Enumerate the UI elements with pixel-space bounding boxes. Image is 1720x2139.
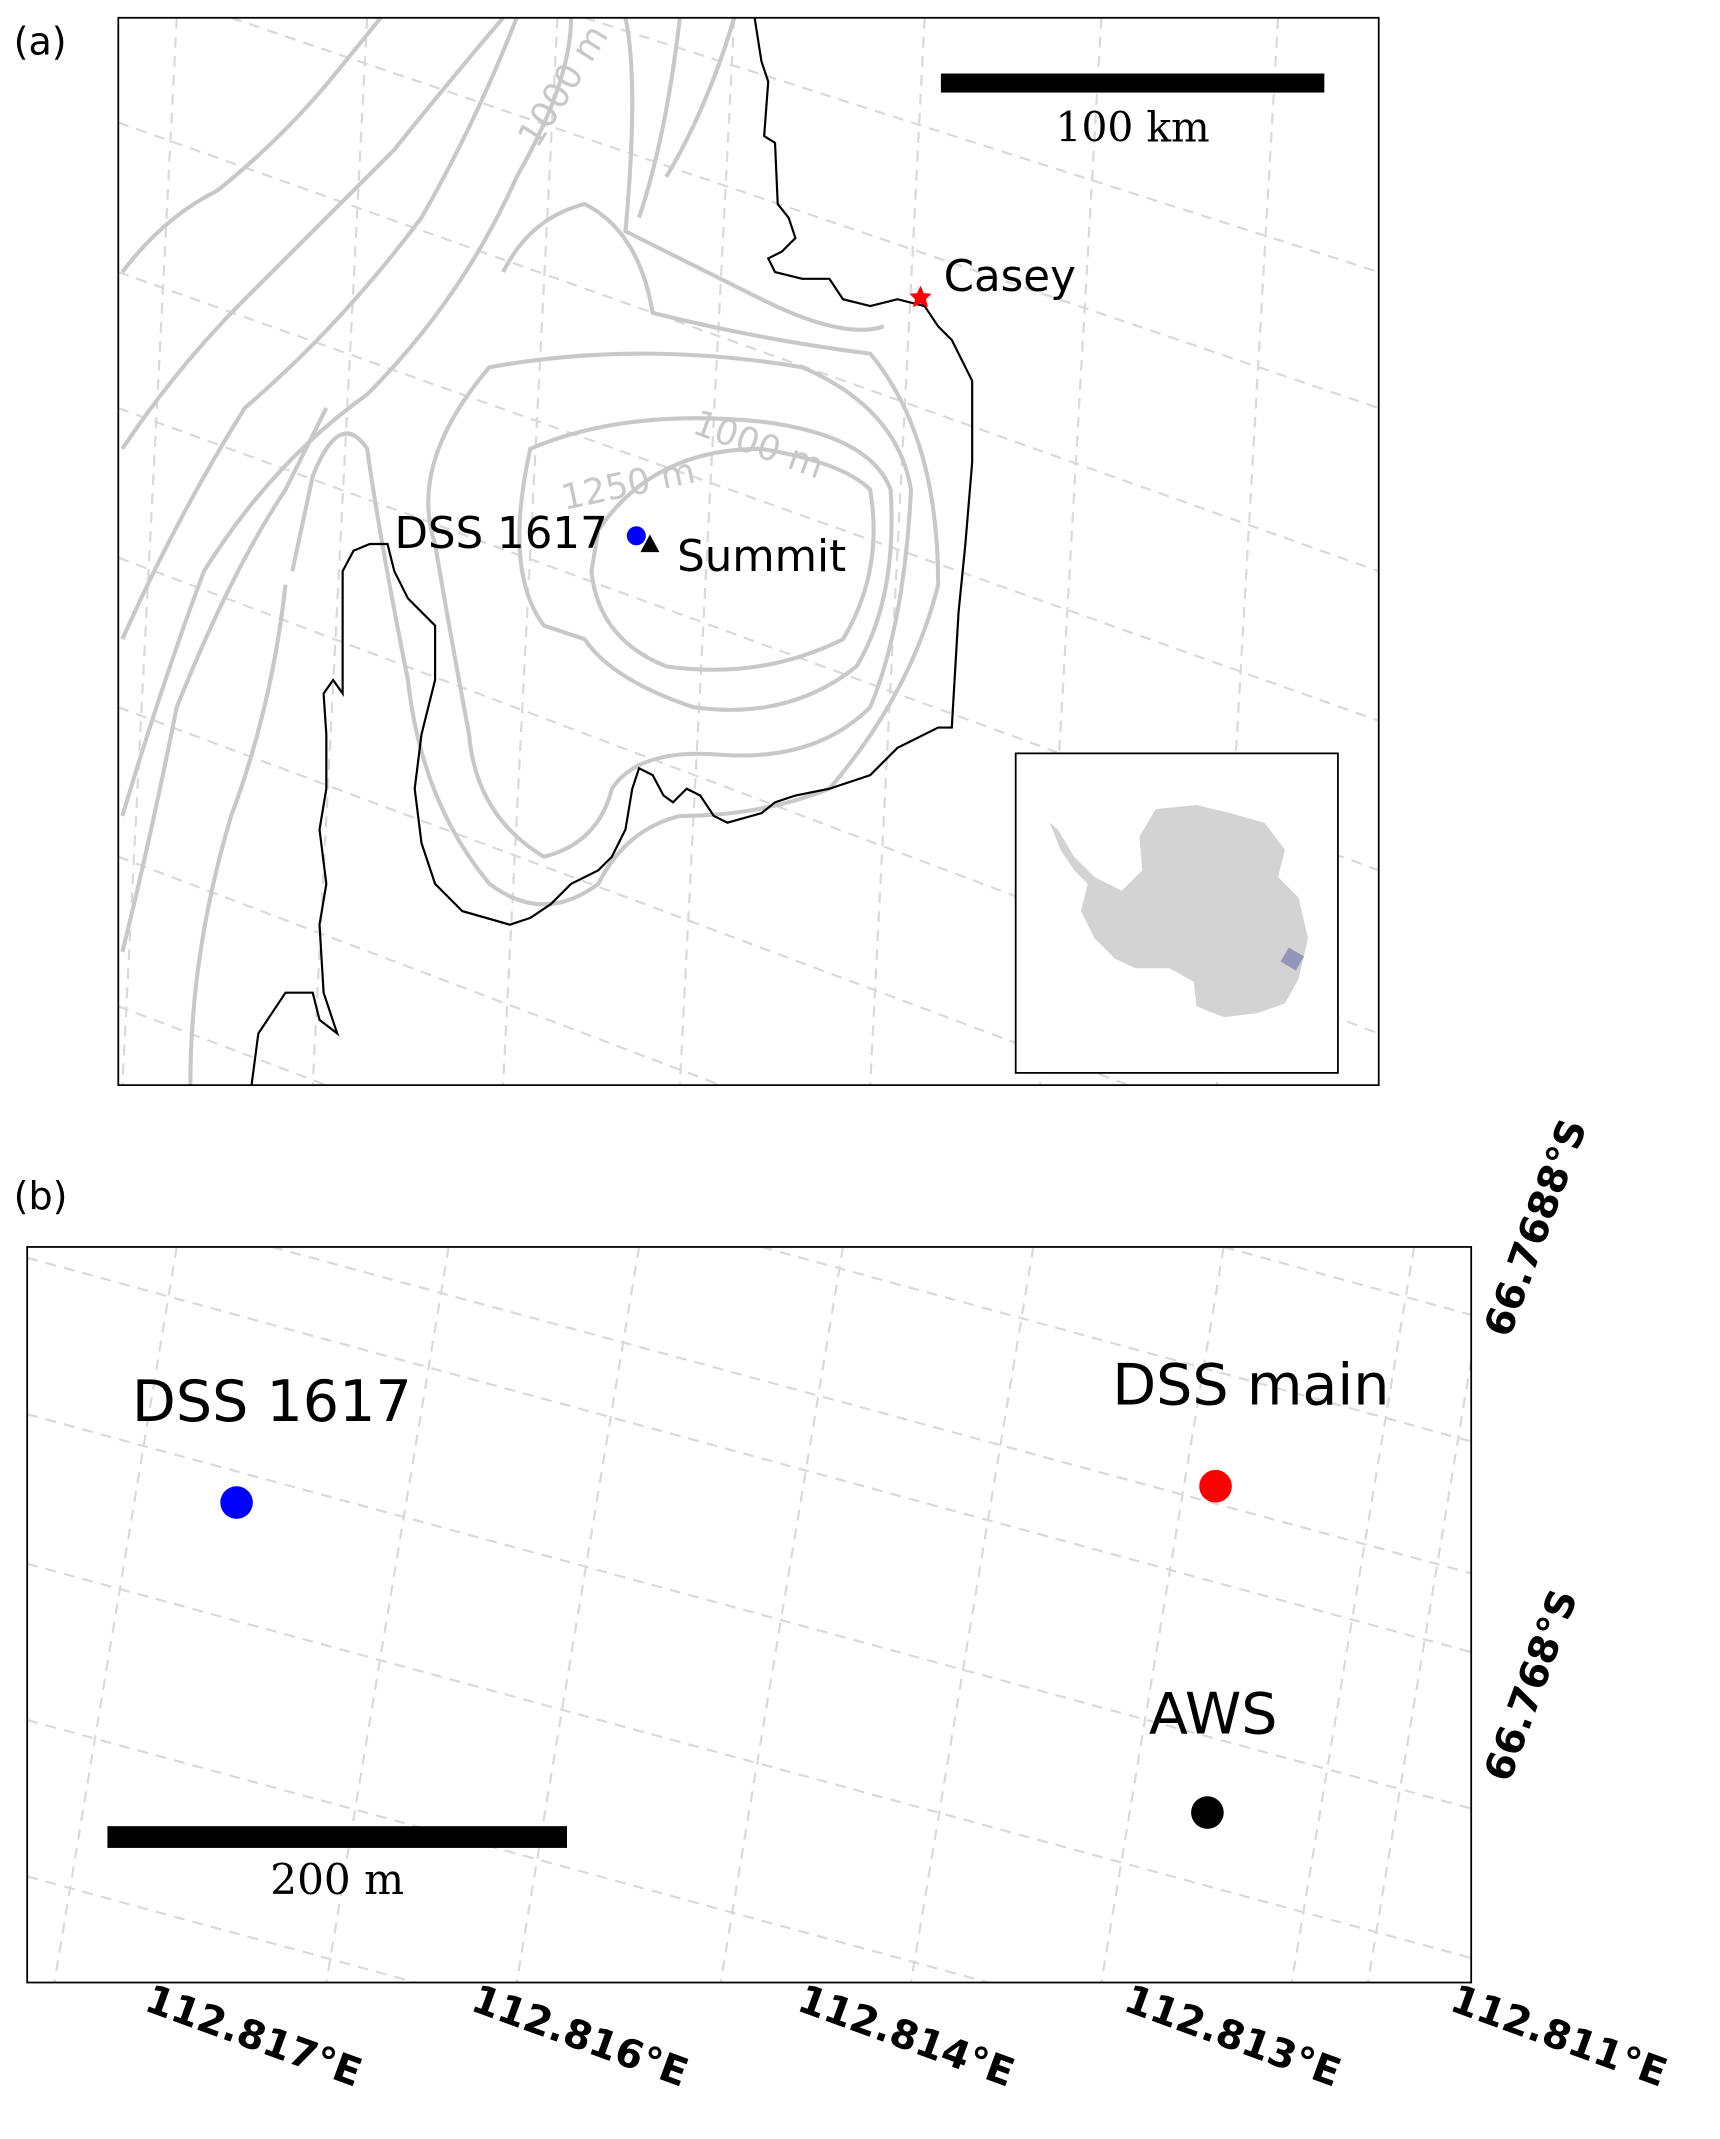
site-label: DSS 1617 [395, 509, 608, 559]
casey-marker [909, 285, 932, 308]
site-label: Summit [677, 532, 846, 582]
scale-bar-label: 200 m [270, 1855, 404, 1904]
site-label: Casey [944, 252, 1076, 302]
lat-tick-label: 66.7688°S [1475, 1113, 1596, 1343]
lon-tick-label: 112.811°E [1445, 1976, 1673, 2097]
elevation-contours [120, 17, 941, 1086]
lat-tick-label: 66.768°S [1475, 1584, 1587, 1788]
site-label: DSS main [1112, 1353, 1389, 1419]
study-area-highlight [1280, 947, 1305, 971]
panel-a-frame [117, 16, 1380, 1087]
lon-tick-label: 112.816°E [466, 1976, 694, 2097]
antarctica-inset [1014, 752, 1339, 1074]
dss1617-marker [220, 1486, 253, 1519]
scale-bar-label: 100 km [1056, 104, 1210, 152]
aws-marker [1191, 1796, 1224, 1829]
site-label: DSS 1617 [132, 1369, 412, 1435]
panel-b-frame [26, 1246, 1473, 1984]
contour-label: 1000 m [688, 402, 829, 487]
dss1617-marker [626, 526, 646, 546]
panel-a-label: (a) [14, 19, 67, 63]
lon-tick-label: 112.814°E [792, 1976, 1020, 2097]
lon-tick-label: 112.813°E [1118, 1976, 1346, 2097]
summit-marker [640, 534, 660, 553]
site-label: AWS [1149, 1682, 1278, 1748]
coastline [250, 17, 974, 1086]
scale-bar [940, 73, 1325, 93]
contour-label: 1000 m [510, 18, 617, 155]
antarctica-land [1049, 805, 1309, 1018]
lon-tick-label: 112.817°E [139, 1976, 367, 2097]
dss-main-marker [1199, 1469, 1232, 1503]
graticule [118, 17, 1379, 1086]
panel-b-label: (b) [14, 1174, 68, 1218]
panel-b-map [27, 1246, 1472, 1983]
scale-bar [107, 1826, 567, 1848]
